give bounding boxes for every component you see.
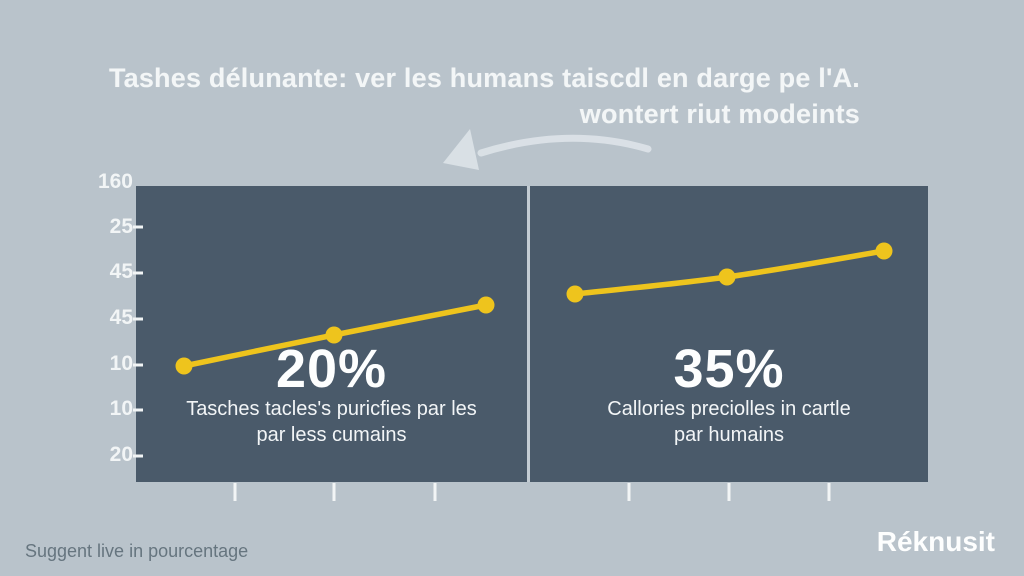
y-axis-label: 45 [109, 306, 133, 329]
stat-caption-left: Tasches tacles's puricfies par les par l… [136, 396, 527, 448]
stat-caption-left-line2: par less cumains [256, 424, 407, 446]
stat-caption-right: Callories preciolles in cartle par humai… [530, 396, 928, 448]
stat-caption-right-line2: par humains [673, 424, 785, 446]
y-axis-label: 20 [109, 443, 133, 466]
y-axis-label: 45 [109, 260, 133, 283]
y-axis-labels: 160 25 45 45 10 10 20 [0, 0, 133, 576]
chart-title-line1: Tashes délunante: ver les humans taiscdl… [108, 63, 860, 93]
curved-arrow-icon [443, 129, 652, 170]
panel-right: 35% Callories preciolles in cartle par h… [530, 186, 928, 482]
stat-value-right: 35% [673, 339, 785, 399]
y-axis-label: 10 [109, 352, 133, 375]
y-axis-label: 160 [97, 170, 133, 193]
panel-divider [527, 186, 530, 482]
chart-title-line2: wontert riut modeints [579, 99, 860, 129]
stat-caption-left-line1: Tasches tacles's puricfies par les [186, 398, 477, 420]
brand-logo: Réknusit [876, 526, 995, 557]
panel-left: 20% Tasches tacles's puricfies par les p… [136, 186, 527, 482]
y-axis-label: 25 [109, 215, 133, 238]
footer-note: Suggent live in pourcentage [25, 541, 249, 561]
stat-value-left: 20% [275, 339, 388, 399]
chart-title: Tashes délunante: ver les humans taiscdl… [80, 60, 860, 132]
y-axis-label: 10 [109, 397, 133, 420]
stat-caption-right-line1: Callories preciolles in cartle [607, 398, 851, 420]
